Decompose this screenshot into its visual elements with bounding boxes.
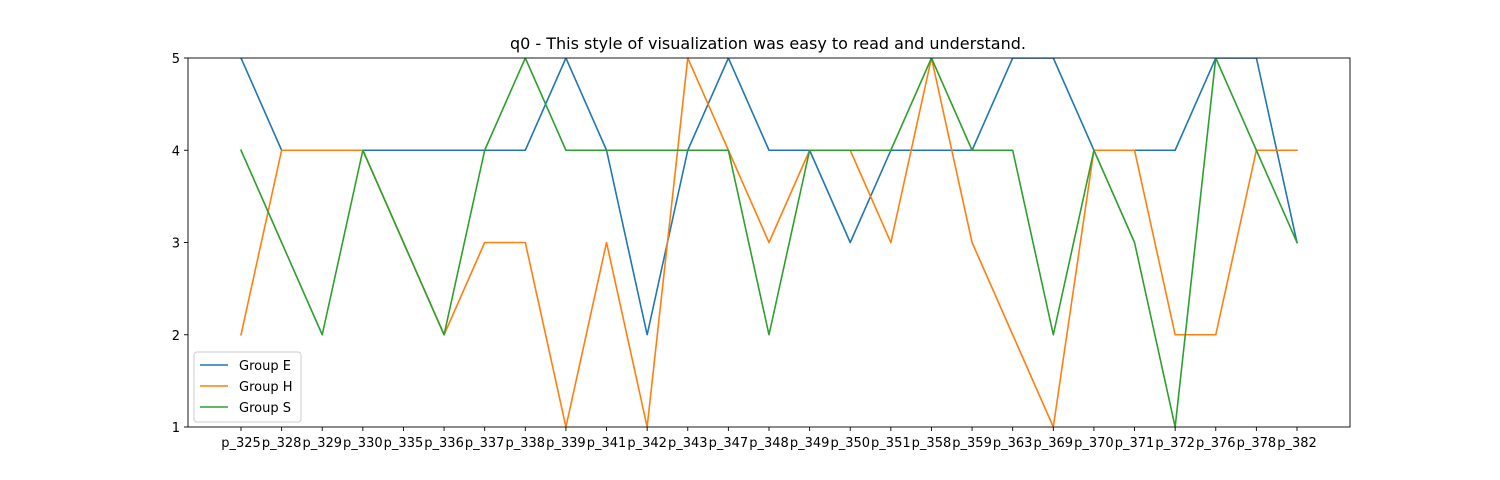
x-tick-label: p_342 [627,436,667,451]
x-tick-label: p_325 [221,436,261,451]
y-tick-label: 2 [172,329,180,344]
legend: Group E Group H Group S [193,351,302,423]
x-tick-label: p_328 [262,436,302,451]
x-tick-label: p_359 [952,436,992,451]
x-tick-label: p_338 [506,436,546,451]
x-tick-label: p_335 [384,436,424,451]
x-tick-label: p_339 [546,436,586,451]
series-line-1 [240,58,1298,336]
series-line-3 [239,58,1299,427]
y-tick-label: 3 [172,237,180,252]
y-tick-label: 5 [172,52,180,67]
axis-layer: 1 2 3 4 5 p_325 p_328 p_329 p_330 p_335 p_336 p_337… [172,52,1351,451]
legend-label: Group H [239,380,293,395]
y-tick-label: 4 [172,144,180,159]
x-tick-label: p_369 [1034,436,1074,451]
x-tick-label: p_349 [790,436,830,451]
x-tick-label: p_337 [465,436,505,451]
x-tick-label: p_348 [749,436,789,451]
series-line-2 [240,58,1298,427]
y-tick-label: 1 [172,421,180,436]
chart-title: q0 - This style of visualization was eas… [510,34,1026,53]
x-tick-label: p_350 [830,436,870,451]
x-tick-label: p_363 [993,436,1033,451]
x-tick-label: p_343 [668,436,708,451]
x-tick-label: p_341 [587,436,627,451]
x-tick-label: p_378 [1237,436,1277,451]
x-tick-label: p_329 [302,436,342,451]
x-tick-label: p_336 [424,436,464,451]
legend-label: Group E [239,359,291,374]
x-tick-label: p_376 [1196,436,1236,451]
x-tick-label: p_371 [1115,436,1155,451]
x-tick-label: p_347 [709,436,749,451]
legend-box [193,351,302,423]
x-tick-label: p_372 [1155,436,1195,451]
x-tick-label: p_330 [343,436,383,451]
x-tick-label: p_358 [912,436,952,451]
series-layer [239,58,1299,427]
x-tick-label: p_382 [1277,436,1317,451]
x-tick-label: p_370 [1074,436,1114,451]
legend-label: Group S [239,401,291,416]
x-tick-label: p_351 [871,436,911,451]
